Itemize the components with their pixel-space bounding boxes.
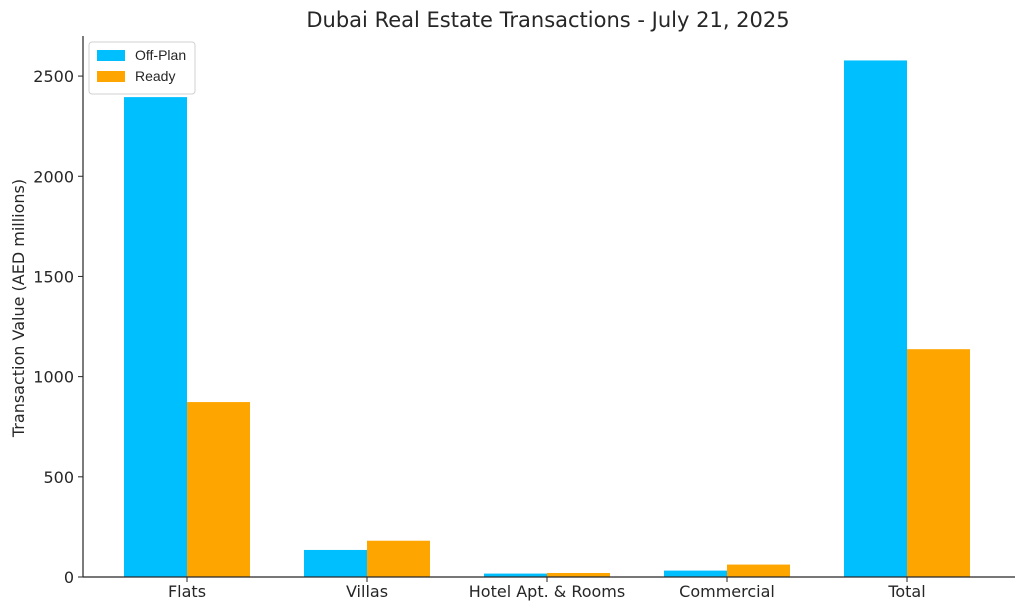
bar-off-plan-total — [844, 60, 907, 577]
x-tick-label: Total — [887, 582, 925, 601]
bar-ready-hotel-apt-rooms — [547, 572, 610, 577]
x-tick-label: Villas — [346, 582, 388, 601]
x-tick-label: Hotel Apt. & Rooms — [469, 582, 625, 601]
bar-off-plan-hotel-apt-rooms — [484, 573, 547, 577]
y-tick-label: 1500 — [33, 267, 74, 286]
legend-swatch — [97, 50, 125, 61]
legend-label: Off-Plan — [135, 47, 186, 63]
y-axis-label: Transaction Value (AED millions) — [9, 179, 28, 438]
plot-area: 0 500 1000 1500 2000 2500 Flats Villas Hotel Apt… — [33, 36, 1015, 601]
y-tick-label: 1000 — [33, 368, 74, 387]
legend-swatch — [97, 71, 125, 82]
bar-off-plan-villas — [304, 549, 367, 577]
y-tick-label: 2000 — [33, 167, 74, 186]
legend: Off-Plan Ready — [88, 41, 196, 95]
bar-off-plan-commercial — [664, 570, 727, 577]
bar-off-plan-flats — [124, 97, 187, 577]
x-tick-label: Flats — [168, 582, 206, 601]
y-tick-label: 2500 — [33, 67, 74, 86]
bar-ready-villas — [367, 540, 430, 577]
bar-ready-flats — [187, 402, 250, 577]
chart-title: Dubai Real Estate Transactions - July 21… — [306, 8, 789, 32]
bar-ready-commercial — [727, 564, 790, 577]
legend-label: Ready — [135, 68, 175, 84]
x-tick-label: Commercial — [679, 582, 775, 601]
y-tick-label: 500 — [43, 468, 74, 487]
bar-ready-total — [907, 349, 970, 577]
y-tick-label: 0 — [64, 568, 74, 587]
